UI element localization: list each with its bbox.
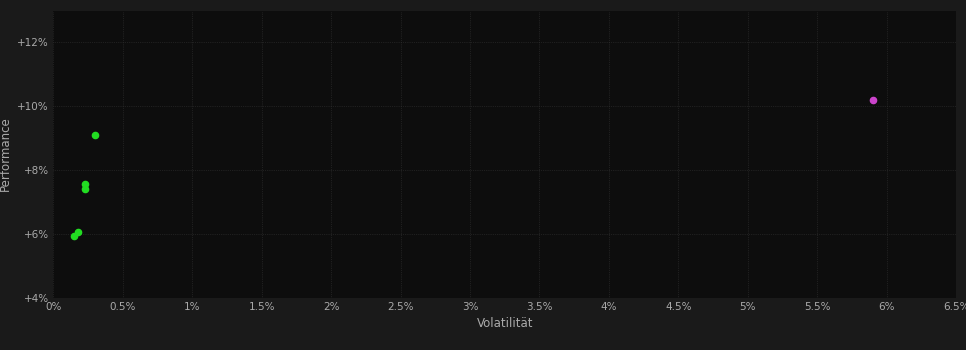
Point <box>87 132 102 138</box>
Point <box>77 182 93 187</box>
Point <box>67 233 82 239</box>
Point <box>77 186 93 192</box>
X-axis label: Volatilität: Volatilität <box>476 317 533 330</box>
Point <box>71 229 86 235</box>
Y-axis label: Performance: Performance <box>0 117 12 191</box>
Point <box>866 97 881 103</box>
